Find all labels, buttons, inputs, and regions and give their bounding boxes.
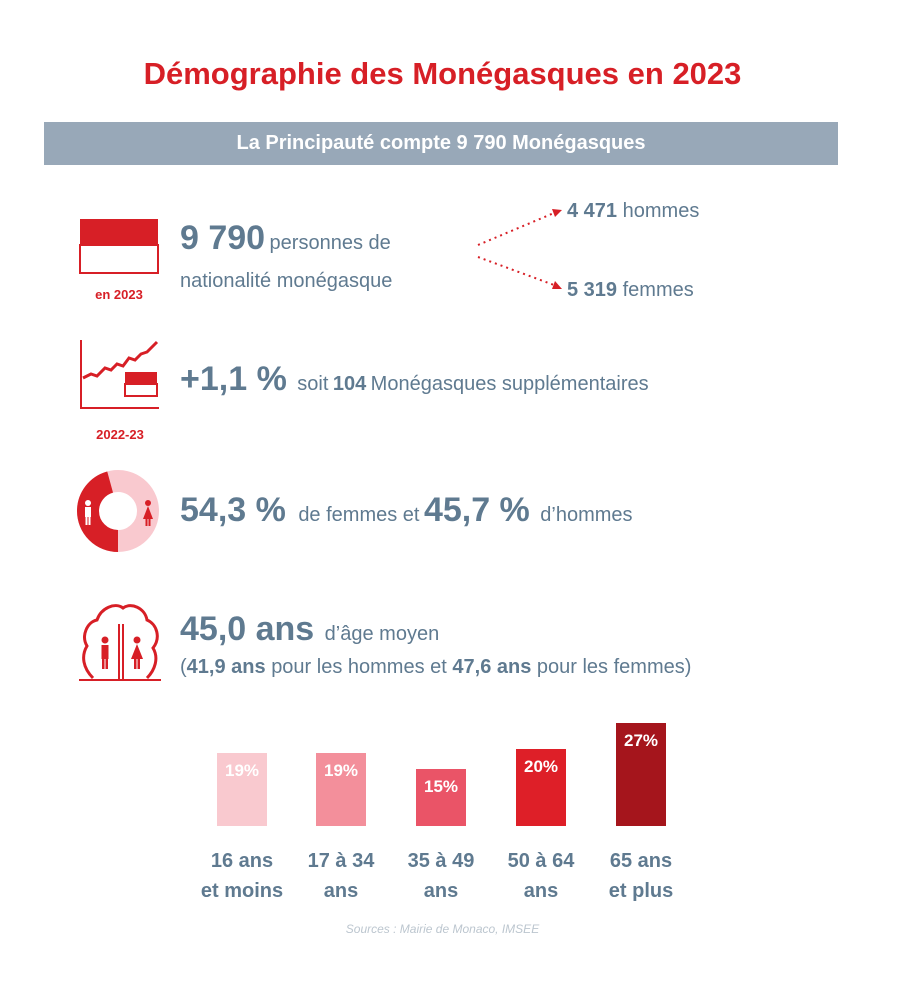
growth-text-post: Monégasques supplémentaires: [370, 373, 649, 395]
men-percentage: 45,7 %: [423, 491, 530, 529]
men-count: 4 471 hommes: [567, 200, 699, 223]
category-label: 50 à 64 ans: [507, 850, 575, 902]
growth-text: +1,1 % soit 104 Monégasques supplémentai…: [180, 360, 649, 399]
women-percentage: 54,3 %: [180, 491, 286, 529]
population-total-text-2: nationalité monégasque: [180, 270, 393, 292]
age-mean-label: d’âge moyen: [324, 623, 440, 645]
bar-value-label: 15%: [423, 777, 459, 796]
page-title: Démographie des Monégasques en 2023: [143, 56, 742, 91]
women-age: 47,6 ans: [452, 656, 532, 678]
population-row-icon: en 2023: [79, 218, 159, 302]
men-age-text: pour les hommes et: [271, 656, 447, 678]
age-detail: (41,9 ans pour les hommes et 47,6 ans po…: [180, 656, 691, 679]
category-label: 16 ans et moins: [200, 850, 284, 902]
split-arrows-icon: [477, 209, 562, 289]
bar-value-label: 19%: [323, 761, 359, 780]
source-note: Sources : Mairie de Monaco, IMSEE: [345, 922, 540, 936]
gender-text-post: d’hommes: [540, 504, 633, 526]
flag-caption: en 2023: [95, 287, 143, 302]
summary-banner: La Principauté compte 9 790 Monégasques: [44, 122, 838, 165]
category-label: 35 à 49 ans: [407, 850, 475, 902]
women-age-text: pour les femmes): [536, 656, 692, 678]
growth-caption: 2022-23: [96, 427, 144, 442]
growth-text-pre: soit: [297, 373, 329, 395]
bar-value-label: 27%: [623, 731, 659, 750]
growth-chart-icon: [80, 340, 159, 409]
bar-value-label: 19%: [224, 761, 260, 780]
growth-extra-count: 104: [332, 373, 367, 395]
men-age: 41,9 ans: [186, 656, 266, 678]
growth-rate: +1,1 %: [180, 360, 287, 398]
monaco-flag-icon: [79, 219, 159, 274]
age-mean-value: 45,0 ans: [180, 610, 315, 648]
age-row-icon: [79, 600, 161, 689]
women-count-value: 5 319: [567, 279, 618, 301]
bar-value-label: 20%: [523, 757, 559, 776]
men-count-value: 4 471: [567, 200, 618, 222]
women-count-label: femmes: [622, 279, 694, 301]
bar-1: 19%: [217, 753, 267, 826]
gender-donut-icon: [77, 470, 159, 552]
category-label: 65 ans et plus: [608, 850, 674, 902]
population-total-value: 9 790: [180, 219, 266, 257]
gender-text-mid: de femmes et: [298, 504, 420, 526]
bar-4: 20%: [516, 749, 566, 826]
bar-2: 19%: [316, 753, 366, 826]
age-paren: (: [180, 656, 187, 678]
women-count: 5 319 femmes: [567, 279, 694, 302]
age-mean: 45,0 ans d’âge moyen: [180, 610, 439, 649]
gender-text: 54,3 % de femmes et 45,7 % d’hommes: [180, 491, 633, 530]
gender-row-icon: [76, 469, 160, 558]
bar-3: 15%: [416, 769, 466, 826]
population-total-text-1: personnes de: [269, 232, 391, 254]
family-tree-icon: [79, 604, 161, 681]
population-total: 9 790 personnes de nationalité monégasqu…: [180, 220, 470, 301]
men-count-label: hommes: [622, 200, 700, 222]
growth-row-icon: 2022-23: [79, 338, 161, 442]
bar-5: 27%: [616, 723, 666, 826]
category-label: 17 à 34 ans: [307, 850, 375, 902]
